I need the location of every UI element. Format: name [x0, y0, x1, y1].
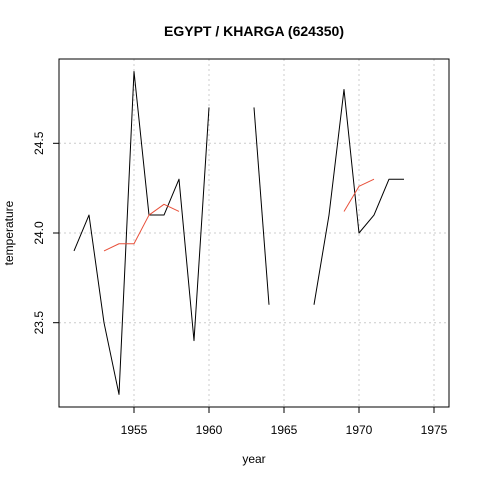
series-layer [73, 71, 404, 395]
chart-title: EGYPT / KHARGA (624350) [164, 23, 344, 39]
x-tick-label: 1960 [196, 423, 223, 437]
x-tick-label: 1955 [121, 423, 148, 437]
y-tick-label: 24.0 [32, 221, 46, 245]
series-2 [103, 178, 375, 252]
series-line-segment [73, 71, 210, 395]
x-axis: 1955 1960 1965 1970 1975 [121, 407, 448, 437]
series-line-segment [343, 178, 375, 212]
x-tick-label: 1970 [346, 423, 373, 437]
grid [59, 59, 449, 407]
series-line-segment [103, 203, 180, 252]
series-line-segment [253, 107, 270, 305]
series-line-segment [313, 88, 404, 305]
series-1 [73, 71, 404, 395]
y-tick-label: 23.5 [32, 311, 46, 335]
x-axis-label: year [242, 452, 265, 466]
y-tick-label: 24.5 [32, 131, 46, 155]
x-tick-label: 1975 [421, 423, 448, 437]
y-axis: 23.5 24.0 24.5 [32, 131, 59, 334]
y-axis-label: temperature [2, 200, 16, 265]
x-tick-label: 1965 [271, 423, 298, 437]
